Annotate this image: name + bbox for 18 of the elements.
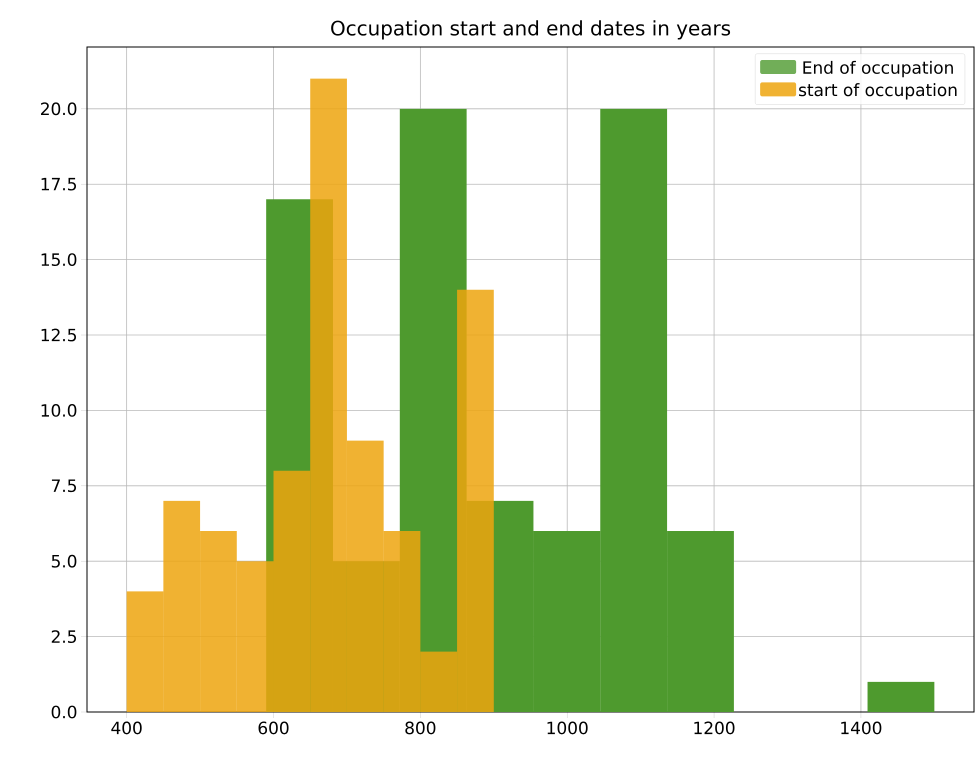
- y-tick-label: 20.0: [41, 102, 76, 116]
- y-tick-label: 12.5: [42, 328, 76, 342]
- x-tick-label: 1200: [694, 722, 734, 734]
- y-tick-label: 10.0: [42, 404, 76, 417]
- legend-label: start of occupation: [799, 83, 957, 100]
- x-tick-label: 800: [405, 722, 436, 734]
- y-tick-label: 7.5: [52, 480, 76, 492]
- legend-label: End of occupation: [803, 60, 953, 78]
- y-tick-label: 5.0: [52, 554, 76, 568]
- y-tick-label: 17.5: [42, 178, 76, 191]
- y-tick-label: 15.0: [42, 253, 76, 266]
- x-tick-label: 1400: [841, 722, 882, 734]
- x-tick-label: 400: [111, 722, 142, 734]
- x-tick-label: 600: [258, 722, 289, 734]
- y-tick-label: 2.5: [52, 630, 76, 643]
- chart-title: Occupation start and end dates in years: [331, 20, 730, 40]
- x-tick-label: 1000: [548, 722, 588, 734]
- y-tick-label: 0.0: [52, 706, 76, 718]
